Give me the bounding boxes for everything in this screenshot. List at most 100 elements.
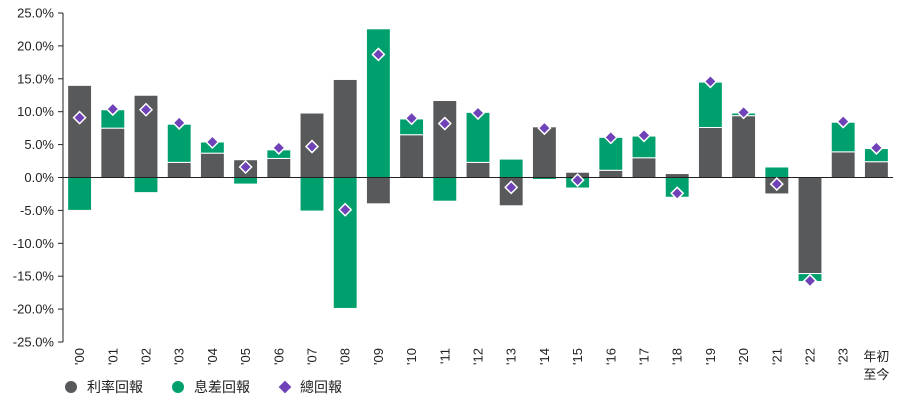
marker-total-21 [769,177,784,192]
bar-spread-13 [498,158,524,179]
bar-rate-10 [399,134,425,178]
marker-total-15 [570,173,585,188]
bar-spread-8 [332,177,358,309]
bar-rate-12 [465,161,491,178]
marker-total-9 [371,47,386,62]
legend-rate-swatch [65,381,77,393]
bar-spread-19 [697,81,723,128]
y-tick-label-1: 20.0% [17,38,54,53]
marker-total-2 [138,102,154,117]
x-tick-label-5: '05 [238,348,253,365]
bar-rate-20 [731,115,757,178]
marker-total-12 [470,105,486,121]
y-tick-label-5: 0.0% [24,170,54,185]
marker-total-13 [504,180,519,195]
marker-total-4 [205,134,220,150]
legend-total-swatch [277,379,293,395]
x-tick-label-8: '08 [338,348,353,365]
x-tick-label-16: '16 [603,348,618,365]
y-axis: 25.0% 20.0% 15.0% 10.0% 5.0% 0.0% -5.0% -10.0% -… [13,6,64,350]
bar-spread-11 [432,177,458,202]
marker-total-7 [304,139,320,154]
bar-spread-5 [233,177,259,185]
marker-total-10 [404,111,419,126]
x-tick-label-21: '21 [769,348,784,365]
legend-item-spread: 息差回報 [172,379,250,396]
marker-total-5 [238,159,253,175]
marker-total-3 [172,115,187,130]
marker-total-24 [869,140,884,155]
marker-total-19 [703,74,718,89]
x-tick-label-13: '13 [504,348,519,365]
bars-layer [67,28,889,309]
bar-rate-8 [332,78,358,178]
bar-rate-22 [797,177,823,275]
x-tick-label-0: '00 [72,348,87,365]
bar-rate-11 [432,100,458,178]
x-tick-label-2: '02 [139,348,154,365]
x-tick-label-7: '07 [305,348,320,365]
marker-total-11 [437,116,452,131]
marker-total-20 [736,105,751,120]
x-tick-label-18: '18 [670,348,685,365]
x-tick-label-10: '10 [404,348,419,365]
legend-spread-label: 息差回報 [194,379,250,396]
x-tick-label-12: '12 [471,348,486,365]
x-tick-label-24-b: 至今 [863,367,889,382]
markers-layer [72,47,884,288]
x-axis: '00 '01 '02 '03 '04 '05 '06 '07 '08 '09 '10 '11 '12 '… [63,177,893,382]
marker-total-23 [836,114,851,129]
x-tick-label-24-a: 年初 [863,349,889,364]
x-tick-label-17: '17 [637,348,652,365]
x-tick-label-9: '09 [371,348,386,365]
legend-item-rate: 利率回報 [65,379,143,396]
x-tick-label-14: '14 [537,348,552,365]
y-tick-label-9: -20.0% [13,302,55,317]
bar-spread-0 [67,177,93,211]
bar-rate-6 [266,157,292,178]
marker-total-16 [603,130,618,145]
bar-rate-1 [100,127,126,178]
x-tick-label-15: '15 [570,348,585,365]
bar-rate-19 [697,126,723,178]
y-tick-label-7: -10.0% [13,236,55,251]
legend: 利率回報 息差回報 總回報 [65,379,342,396]
legend-total-label: 總回報 [300,379,342,396]
bar-rate-3 [166,161,192,178]
bar-rate-24 [863,161,889,179]
bar-rate-18 [664,173,690,179]
marker-total-0 [72,110,87,125]
x-tick-label-19: '19 [703,348,718,365]
y-tick-label-6: -5.0% [20,203,54,218]
marker-total-22 [802,273,818,288]
x-tick-label-22: '22 [803,348,818,365]
x-tick-label-11: '11 [437,348,452,364]
bar-rate-17 [631,157,657,178]
y-tick-label-0: 25.0% [17,6,54,21]
marker-total-8 [338,202,353,217]
bar-rate-16 [598,169,624,178]
x-tick-label-3: '03 [172,348,187,365]
bar-rate-9 [365,177,391,205]
y-tick-label-3: 10.0% [17,104,54,119]
x-tick-label-6: '06 [271,348,286,365]
marker-total-14 [537,121,552,136]
x-tick-label-1: '01 [105,348,120,365]
marker-total-18 [670,186,685,201]
y-tick-label-2: 15.0% [17,71,54,86]
x-tick-label-20: '20 [736,348,751,365]
bar-spread-7 [299,177,325,212]
y-tick-label-8: -15.0% [13,269,55,284]
y-tick-label-10: -25.0% [13,335,55,350]
marker-total-17 [636,128,652,143]
y-tick-label-4: 5.0% [24,137,54,152]
x-tick-label-4: '04 [205,348,220,365]
marker-total-6 [271,140,286,155]
marker-total-1 [105,102,120,117]
bar-rate-23 [830,151,856,178]
legend-item-total: 總回報 [277,379,342,396]
bar-rate-4 [199,152,225,178]
legend-spread-swatch [172,381,184,393]
